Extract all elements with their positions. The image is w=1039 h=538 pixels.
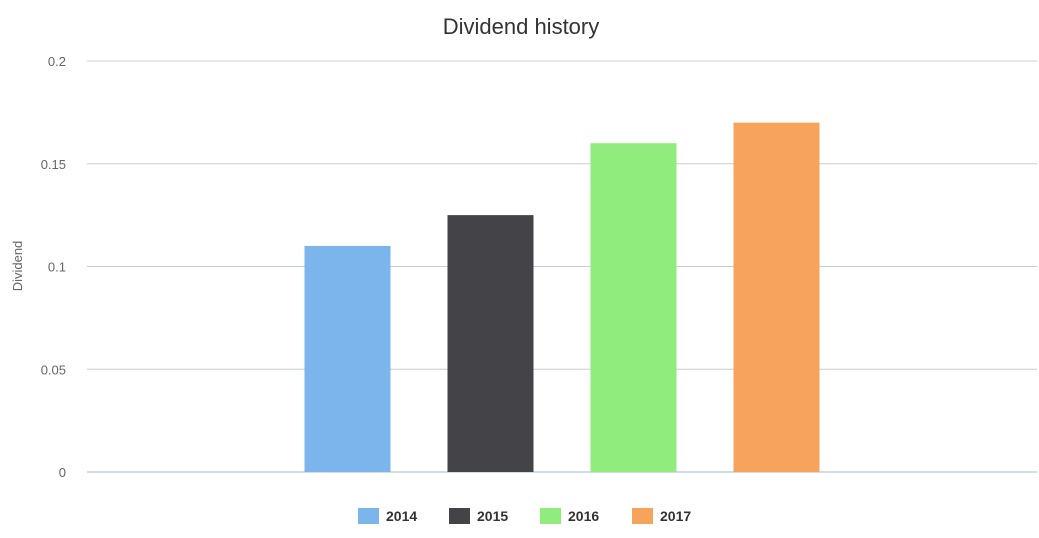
legend-label: 2016 <box>568 508 599 524</box>
y-tick-label: 0.15 <box>41 157 66 172</box>
y-tick-label: 0.05 <box>41 362 66 377</box>
y-tick-label: 0.2 <box>48 54 66 69</box>
legend-label: 2015 <box>477 508 508 524</box>
bar-2016[interactable] <box>590 143 677 472</box>
legend-item-2016[interactable]: 2016 <box>540 508 599 524</box>
y-tick-label: 0.1 <box>48 260 66 275</box>
bar-series <box>304 122 820 473</box>
y-axis-ticks: 0 0.05 0.1 0.15 0.2 <box>41 54 66 480</box>
bar-2015[interactable] <box>447 215 534 472</box>
legend-item-2017[interactable]: 2017 <box>632 508 691 524</box>
legend-swatch <box>358 508 379 524</box>
legend-item-2014[interactable]: 2014 <box>358 508 417 524</box>
legend: 2014 2015 2016 2017 <box>358 508 691 524</box>
grid-lines <box>87 60 1037 473</box>
legend-item-2015[interactable]: 2015 <box>449 508 508 524</box>
legend-swatch <box>449 508 470 524</box>
bar-2014[interactable] <box>304 245 391 472</box>
bar-2017[interactable] <box>733 122 820 473</box>
legend-swatch <box>632 508 653 524</box>
chart-title: Dividend history <box>443 14 600 39</box>
legend-label: 2017 <box>660 508 691 524</box>
legend-swatch <box>540 508 561 524</box>
y-tick-label: 0 <box>59 465 66 480</box>
y-axis-title: Dividend <box>10 241 25 292</box>
legend-label: 2014 <box>386 508 417 524</box>
